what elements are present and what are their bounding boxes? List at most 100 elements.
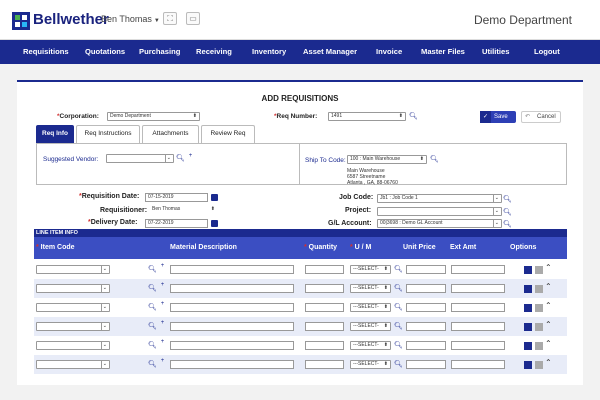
notes-icon[interactable] — [524, 323, 532, 331]
ship-to-lookup-icon[interactable]: 🔍︎ — [430, 156, 439, 163]
notes-icon[interactable] — [524, 266, 532, 274]
remove-icon[interactable]: ⌃ — [545, 282, 552, 291]
unit-price-input[interactable] — [406, 265, 446, 274]
item-code-select[interactable]: ⌄ — [36, 322, 110, 331]
notes-icon[interactable] — [524, 304, 532, 312]
quantity-input[interactable] — [305, 360, 344, 369]
um-lookup-icon[interactable]: 🔍︎ — [394, 304, 403, 311]
copy-icon[interactable] — [535, 342, 543, 350]
item-add-icon[interactable]: + — [160, 282, 165, 288]
nav-asset-manager[interactable]: Asset Manager — [303, 47, 358, 56]
requisition-date-input[interactable]: 07-15-2019 — [145, 193, 208, 202]
cancel-button[interactable]: ↶ Cancel — [521, 111, 561, 123]
nav-requisitions[interactable]: Requisitions — [23, 47, 69, 56]
job-code-lookup-icon[interactable]: 🔍︎ — [503, 196, 512, 203]
um-select[interactable]: ---SELECT- ⬍ — [350, 265, 391, 274]
expand-icon[interactable]: ⛶ — [163, 12, 177, 25]
tab-review-req[interactable]: Review Req — [201, 125, 255, 143]
remove-icon[interactable]: ⌃ — [545, 263, 552, 272]
item-lookup-icon[interactable]: 🔍︎ — [148, 304, 157, 311]
quantity-input[interactable] — [305, 322, 344, 331]
item-code-select[interactable]: ⌄ — [36, 303, 110, 312]
remove-icon[interactable]: ⌃ — [545, 301, 552, 310]
material-description-input[interactable] — [170, 360, 294, 369]
item-lookup-icon[interactable]: 🔍︎ — [148, 285, 157, 292]
quantity-input[interactable] — [305, 303, 344, 312]
copy-icon[interactable] — [535, 285, 543, 293]
item-lookup-icon[interactable]: 🔍︎ — [148, 323, 157, 330]
material-description-input[interactable] — [170, 284, 294, 293]
delivery-date-input[interactable]: 07-22-2019 — [145, 219, 208, 228]
nav-receiving[interactable]: Receiving — [196, 47, 232, 56]
copy-icon[interactable] — [535, 323, 543, 331]
gl-account-lookup-icon[interactable]: 🔍︎ — [503, 221, 512, 228]
save-button[interactable]: ✓ Save — [480, 111, 516, 123]
remove-icon[interactable]: ⌃ — [545, 358, 552, 367]
item-code-select[interactable]: ⌄ — [36, 360, 110, 369]
notes-icon[interactable] — [524, 342, 532, 350]
tab-req-info[interactable]: Req Info — [36, 125, 74, 143]
item-add-icon[interactable]: + — [160, 358, 165, 364]
um-select[interactable]: ---SELECT- ⬍ — [350, 322, 391, 331]
um-select[interactable]: ---SELECT- ⬍ — [350, 341, 391, 350]
item-lookup-icon[interactable]: 🔍︎ — [148, 266, 157, 273]
item-code-select[interactable]: ⌄ — [36, 341, 110, 350]
notes-icon[interactable] — [524, 361, 532, 369]
material-description-input[interactable] — [170, 303, 294, 312]
material-description-input[interactable] — [170, 322, 294, 331]
req-number-select[interactable]: 1491 ⬍ — [328, 112, 406, 121]
unit-price-input[interactable] — [406, 360, 446, 369]
quantity-input[interactable] — [305, 341, 344, 350]
nav-logout[interactable]: Logout — [534, 47, 560, 56]
project-select[interactable]: ⌄ — [377, 207, 502, 216]
copy-icon[interactable] — [535, 361, 543, 369]
lookup-icon[interactable]: 🔍︎ — [409, 113, 418, 120]
job-code-select[interactable]: Jb1 : Job Code 1 ⌄ — [377, 194, 502, 203]
um-select[interactable]: ---SELECT- ⬍ — [350, 360, 391, 369]
nav-quotations[interactable]: Quotations — [85, 47, 126, 56]
remove-icon[interactable]: ⌃ — [545, 320, 552, 329]
copy-icon[interactable] — [535, 266, 543, 274]
um-select[interactable]: ---SELECT- ⬍ — [350, 284, 391, 293]
nav-master-files[interactable]: Master Files — [421, 47, 465, 56]
requisitioner-select[interactable]: Ben Thomas ⬍ — [150, 206, 217, 215]
item-add-icon[interactable]: + — [160, 339, 165, 345]
calendar-icon[interactable] — [211, 194, 218, 201]
um-lookup-icon[interactable]: 🔍︎ — [394, 285, 403, 292]
unit-price-input[interactable] — [406, 284, 446, 293]
calendar-icon[interactable] — [211, 220, 218, 227]
item-lookup-icon[interactable]: 🔍︎ — [148, 342, 157, 349]
um-lookup-icon[interactable]: 🔍︎ — [394, 361, 403, 368]
material-description-input[interactable] — [170, 341, 294, 350]
item-code-select[interactable]: ⌄ — [36, 265, 110, 274]
vendor-lookup-icon[interactable]: 🔍︎ — [176, 155, 185, 162]
unit-price-input[interactable] — [406, 322, 446, 331]
material-description-input[interactable] — [170, 265, 294, 274]
um-select[interactable]: ---SELECT- ⬍ — [350, 303, 391, 312]
ship-to-select[interactable]: 100 : Main Warehouse ⬍ — [347, 155, 427, 164]
unit-price-input[interactable] — [406, 341, 446, 350]
tab-req-instructions[interactable]: Req Instructions — [76, 125, 140, 143]
um-lookup-icon[interactable]: 🔍︎ — [394, 342, 403, 349]
item-lookup-icon[interactable]: 🔍︎ — [148, 361, 157, 368]
notes-icon[interactable] — [524, 285, 532, 293]
quantity-input[interactable] — [305, 284, 344, 293]
nav-utilities[interactable]: Utilities — [482, 47, 510, 56]
user-menu[interactable]: Ben Thomas ▼ — [101, 14, 160, 24]
nav-purchasing[interactable]: Purchasing — [139, 47, 181, 56]
copy-icon[interactable] — [535, 304, 543, 312]
window-icon[interactable]: ▭ — [186, 12, 200, 25]
item-add-icon[interactable]: + — [160, 301, 165, 307]
suggested-vendor-select[interactable]: ⌄ — [106, 154, 174, 163]
item-code-select[interactable]: ⌄ — [36, 284, 110, 293]
item-add-icon[interactable]: + — [160, 263, 165, 269]
corporation-select[interactable]: Demo Department ⬍ — [107, 112, 200, 121]
quantity-input[interactable] — [305, 265, 344, 274]
um-lookup-icon[interactable]: 🔍︎ — [394, 266, 403, 273]
item-add-icon[interactable]: + — [160, 320, 165, 326]
nav-inventory[interactable]: Inventory — [252, 47, 287, 56]
um-lookup-icon[interactable]: 🔍︎ — [394, 323, 403, 330]
vendor-add-icon[interactable]: + — [188, 153, 193, 159]
tab-attachments[interactable]: Attachments — [142, 125, 199, 143]
remove-icon[interactable]: ⌃ — [545, 339, 552, 348]
